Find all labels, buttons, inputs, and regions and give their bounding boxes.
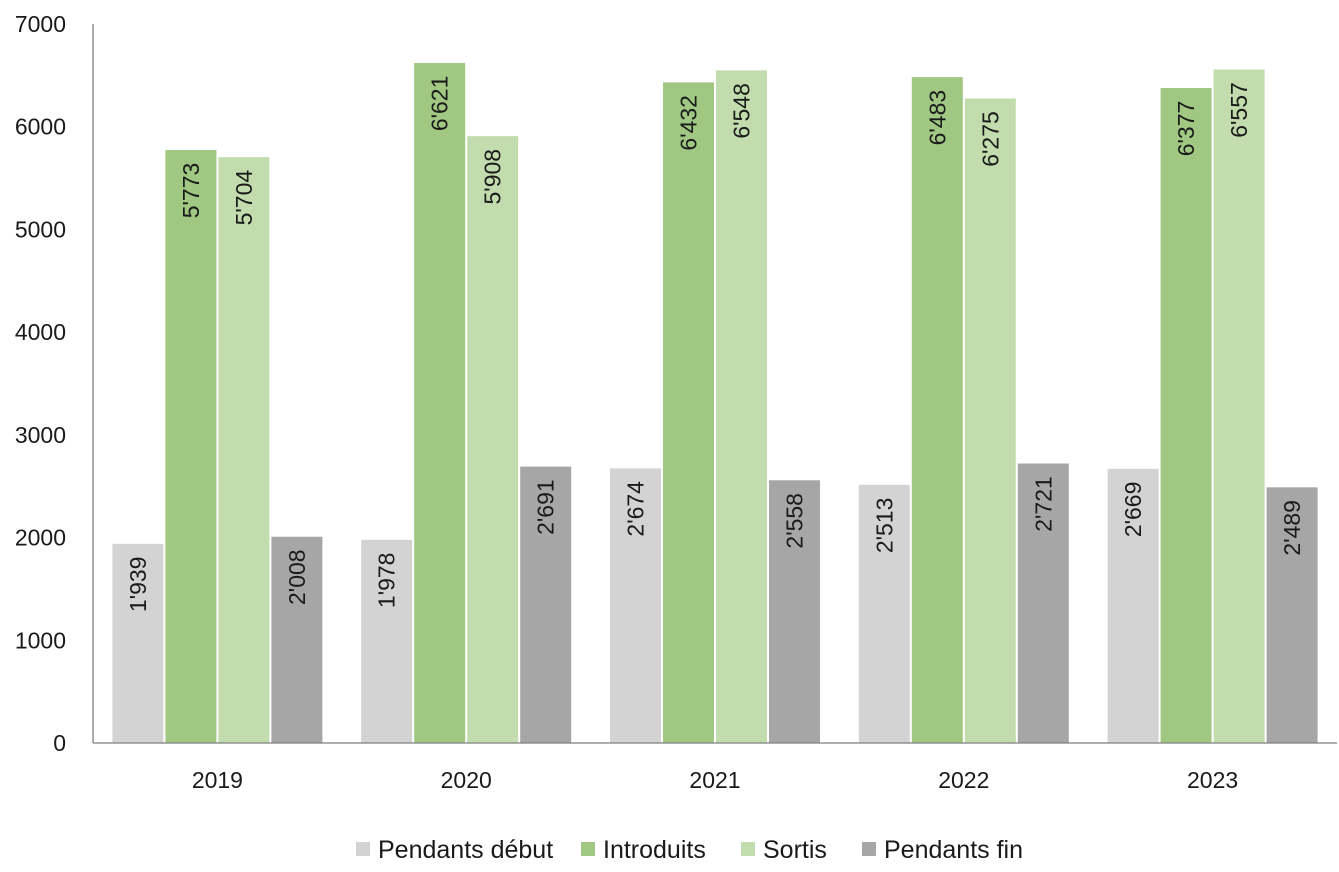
data-label: 6'275 — [977, 111, 1003, 167]
bar — [520, 466, 572, 743]
legend-swatch — [356, 842, 370, 856]
data-label: 6'432 — [676, 95, 702, 151]
y-tick-label: 3000 — [15, 422, 66, 448]
legend-swatch — [862, 842, 876, 856]
bar — [1213, 69, 1265, 743]
bar — [1017, 463, 1069, 743]
data-label: 1'978 — [374, 553, 400, 609]
bars — [112, 62, 1318, 744]
x-tick-label: 2019 — [192, 767, 243, 793]
x-tick-label: 2021 — [689, 767, 740, 793]
x-tick-label: 2022 — [938, 767, 989, 793]
x-tick-label: 2020 — [441, 767, 492, 793]
bar — [911, 77, 963, 744]
data-label: 2'489 — [1279, 500, 1305, 556]
legend-label: Pendants début — [378, 836, 553, 864]
bar — [112, 543, 164, 743]
y-tick-label: 7000 — [15, 11, 66, 37]
bar — [858, 484, 910, 743]
legend-swatch — [581, 842, 595, 856]
bar — [271, 536, 323, 743]
data-label: 2'674 — [623, 481, 649, 537]
legend-swatch — [741, 842, 755, 856]
bar — [1107, 468, 1159, 743]
data-label: 2'669 — [1120, 482, 1146, 538]
bar — [964, 98, 1016, 744]
y-tick-label: 1000 — [15, 627, 66, 653]
x-tick-label: 2023 — [1187, 767, 1238, 793]
bar — [769, 480, 820, 743]
bar — [414, 62, 466, 744]
data-label: 6'548 — [729, 83, 755, 139]
data-label: 6'557 — [1226, 82, 1252, 138]
data-label: 2'691 — [533, 479, 559, 535]
legend-label: Sortis — [763, 836, 827, 864]
data-label: 6'621 — [427, 76, 453, 132]
data-label: 6'483 — [924, 90, 950, 146]
bar — [361, 539, 413, 743]
legend: Pendants début Introduits Sortis Pendants f… — [356, 836, 1023, 864]
y-tick-label: 4000 — [15, 319, 66, 345]
data-label: 2'008 — [284, 549, 310, 605]
y-tick-label: 0 — [53, 730, 66, 756]
bar — [165, 150, 217, 744]
data-label: 5'704 — [231, 170, 257, 226]
y-tick-label: 6000 — [15, 114, 66, 140]
data-label: 2'558 — [782, 493, 808, 549]
legend-label: Introduits — [603, 836, 706, 864]
data-label: 5'908 — [480, 149, 506, 205]
y-tick-label: 5000 — [15, 216, 66, 242]
bar — [663, 82, 714, 743]
y-axis-tick-labels: 0 1000 2000 3000 4000 5000 6000 7000 — [15, 11, 66, 756]
bar — [1266, 487, 1318, 743]
x-axis-tick-labels: 2019 2020 2021 2022 2023 — [192, 767, 1238, 793]
bar — [218, 157, 270, 743]
bar — [610, 468, 661, 743]
data-label: 1'939 — [125, 557, 151, 613]
legend-label: Pendants fin — [884, 836, 1023, 864]
data-label: 6'377 — [1173, 101, 1199, 157]
bar — [1160, 87, 1212, 744]
data-label: 5'773 — [178, 163, 204, 219]
bar — [467, 136, 519, 743]
data-label: 2'721 — [1030, 476, 1056, 532]
data-label: 2'513 — [871, 498, 897, 554]
y-tick-label: 2000 — [15, 525, 66, 551]
bar — [716, 70, 767, 743]
data-labels: 1'939 5'773 5'704 2'008 1'978 6'621 5'908 2'691… — [125, 76, 1305, 612]
